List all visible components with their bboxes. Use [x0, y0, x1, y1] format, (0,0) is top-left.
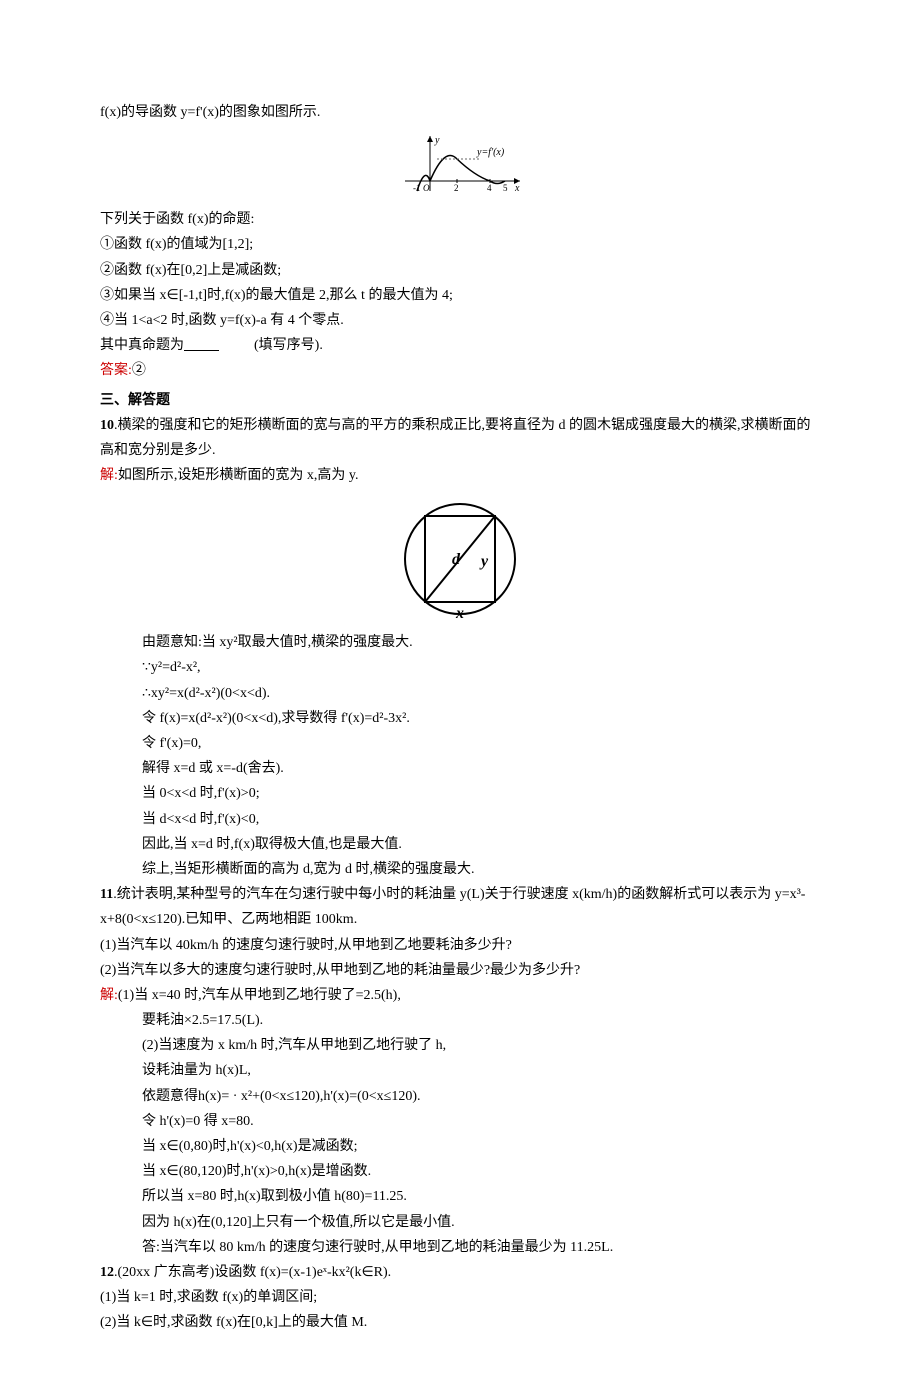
q10-prefix: 10 — [100, 418, 114, 433]
q10-line-9: 综上,当矩形横断面的高为 d,宽为 d 时,横梁的强度最大. — [100, 857, 820, 882]
q11-solution-start: 解:(1)当 x=40 时,汽车从甲地到乙地行驶了=2.5(h), — [100, 983, 820, 1008]
q10-line-7: 当 d<x<d 时,f'(x)<0, — [100, 807, 820, 832]
section-3-title: 三、解答题 — [100, 388, 820, 413]
q10-sol-intro: 如图所示,设矩形横断面的宽为 x,高为 y. — [118, 468, 359, 483]
q11-line-6: 当 x∈(80,120)时,h'(x)>0,h(x)是增函数. — [100, 1159, 820, 1184]
graph-circle-rect: d y x — [100, 494, 820, 624]
prop-true-suffix: (填写序号). — [254, 338, 323, 353]
q11-line-2: 设耗油量为 h(x)L, — [100, 1058, 820, 1083]
q11-body: .统计表明,某种型号的汽车在匀速行驶中每小时的耗油量 y(L)关于行驶速度 x(… — [100, 887, 805, 927]
q10: 10.横梁的强度和它的矩形横断面的宽与高的平方的乘积成正比,要将直径为 d 的圆… — [100, 413, 820, 463]
answer-9-value: ② — [132, 363, 146, 378]
q11-sub2: (2)当汽车以多大的速度匀速行驶时,从甲地到乙地的耗油量最少?最少为多少升? — [100, 958, 820, 983]
svg-text:x: x — [514, 183, 520, 194]
q11-line-7: 所以当 x=80 时,h(x)取到极小值 h(80)=11.25. — [100, 1184, 820, 1209]
q10-line-4: 令 f'(x)=0, — [100, 731, 820, 756]
q11-line-1: (2)当速度为 x km/h 时,汽车从甲地到乙地行驶了 h, — [100, 1033, 820, 1058]
q10-line-5: 解得 x=d 或 x=-d(舍去). — [100, 756, 820, 781]
svg-text:d: d — [452, 551, 461, 568]
svg-text:-1: -1 — [413, 183, 421, 193]
intro-line: f(x)的导函数 y=f'(x)的图象如图所示. — [100, 100, 820, 125]
svg-text:5: 5 — [503, 183, 508, 193]
q10-sol-label: 解: — [100, 468, 118, 483]
q11-sol-label: 解: — [100, 988, 118, 1003]
prop-3: ③如果当 x∈[-1,t]时,f(x)的最大值是 2,那么 t 的最大值为 4; — [100, 283, 820, 308]
q12-sub1: (1)当 k=1 时,求函数 f(x)的单调区间; — [100, 1285, 820, 1310]
svg-text:x: x — [455, 605, 464, 622]
answer-label: 答案: — [100, 363, 132, 378]
q11-line-9: 答:当汽车以 80 km/h 的速度匀速行驶时,从甲地到乙地的耗油量最少为 11… — [100, 1235, 820, 1260]
svg-text:2: 2 — [454, 183, 459, 193]
prop-4: ④当 1<a<2 时,函数 y=f(x)-a 有 4 个零点. — [100, 308, 820, 333]
props-intro: 下列关于函数 f(x)的命题: — [100, 207, 820, 232]
q11-prefix: 11 — [100, 887, 113, 902]
prop-true-line: 其中真命题为 (填写序号). — [100, 333, 820, 358]
q10-body: .横梁的强度和它的矩形横断面的宽与高的平方的乘积成正比,要将直径为 d 的圆木锯… — [100, 418, 811, 458]
q10-solution-start: 解:如图所示,设矩形横断面的宽为 x,高为 y. — [100, 463, 820, 488]
q12-sub2: (2)当 k∈时,求函数 f(x)在[0,k]上的最大值 M. — [100, 1310, 820, 1335]
svg-text:O: O — [423, 183, 430, 193]
prop-true-prefix: 其中真命题为 — [100, 338, 184, 353]
q10-line-3: 令 f(x)=x(d²-x²)(0<x<d),求导数得 f'(x)=d²-3x²… — [100, 706, 820, 731]
q10-line-8: 因此,当 x=d 时,f(x)取得极大值,也是最大值. — [100, 832, 820, 857]
prop-1: ①函数 f(x)的值域为[1,2]; — [100, 232, 820, 257]
q11-line-5: 当 x∈(0,80)时,h'(x)<0,h(x)是减函数; — [100, 1134, 820, 1159]
svg-text:4: 4 — [487, 183, 492, 193]
prop-2: ②函数 f(x)在[0,2]上是减函数; — [100, 258, 820, 283]
q11: 11.统计表明,某种型号的汽车在匀速行驶中每小时的耗油量 y(L)关于行驶速度 … — [100, 882, 820, 932]
q12: 12.(20xx 广东高考)设函数 f(x)=(x-1)eˣ-kx²(k∈R). — [100, 1260, 820, 1285]
q11-sol1-inline: (1)当 x=40 时,汽车从甲地到乙地行驶了=2.5(h), — [118, 988, 401, 1003]
answer-9: 答案:② — [100, 358, 820, 383]
q11-line-3: 依题意得h(x)= · x²+(0<x≤120),h'(x)=(0<x≤120)… — [100, 1084, 820, 1109]
q12-prefix: 12 — [100, 1265, 114, 1280]
q11-line-0: 要耗油×2.5=17.5(L). — [100, 1008, 820, 1033]
q10-line-2: ∴xy²=x(d²-x²)(0<x<d). — [100, 681, 820, 706]
q10-line-6: 当 0<x<d 时,f'(x)>0; — [100, 781, 820, 806]
q11-line-4: 令 h'(x)=0 得 x=80. — [100, 1109, 820, 1134]
q12-body: .(20xx 广东高考)设函数 f(x)=(x-1)eˣ-kx²(k∈R). — [114, 1265, 391, 1280]
graph-derivative: y y=f'(x) -1 O 2 4 5 x — [100, 131, 820, 201]
svg-text:y: y — [479, 553, 489, 570]
q11-sub1: (1)当汽车以 40km/h 的速度匀速行驶时,从甲地到乙地要耗油多少升? — [100, 933, 820, 958]
q11-line-8: 因为 h(x)在(0,120]上只有一个极值,所以它是最小值. — [100, 1210, 820, 1235]
svg-text:y: y — [434, 135, 440, 146]
blank-fill — [184, 333, 254, 358]
q10-line-1: ∵y²=d²-x², — [100, 655, 820, 680]
svg-text:y=f'(x): y=f'(x) — [476, 147, 505, 158]
q10-line-0: 由题意知:当 xy²取最大值时,横梁的强度最大. — [100, 630, 820, 655]
